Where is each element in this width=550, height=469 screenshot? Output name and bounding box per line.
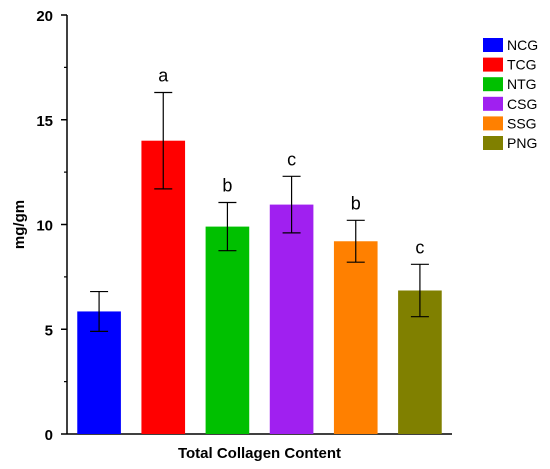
y-tick-label: 10 [36,218,53,235]
legend-swatch-ncg [483,38,503,52]
bar-csg [269,204,314,434]
legend-label-tcg: TCG [507,57,537,73]
y-tick-label: 20 [36,8,53,25]
y-axis-label: mg/gm [11,200,28,249]
legend-swatch-ssg [483,116,503,131]
legend-label-ncg: NCG [507,37,538,53]
bar-tcg [141,140,186,434]
bar-ssg [333,241,378,434]
significance-label: b [351,193,361,213]
significance-label: b [222,176,232,196]
legend-swatch-tcg [483,57,503,72]
legend-label-ssg: SSG [507,115,537,131]
y-ticks: 0 5 10 15 20 [36,8,67,444]
y-tick-label: 5 [45,322,53,339]
bars: a b c b c [77,66,442,434]
legend-label-png: PNG [507,135,537,151]
y-tick-label: 15 [36,113,53,130]
legend-swatch-ntg [483,77,503,92]
legend: NCG TCG NTG CSG SSG PNG [483,37,538,151]
axes [66,15,452,435]
x-axis-label: Total Collagen Content [178,445,341,462]
legend-swatch-csg [483,96,503,111]
y-tick-label: 0 [45,427,53,444]
legend-label-ntg: NTG [507,76,537,92]
significance-label: a [158,66,169,86]
significance-label: c [415,237,424,257]
significance-label: c [287,149,296,169]
bar-ntg [205,226,250,434]
legend-label-csg: CSG [507,96,537,112]
legend-swatch-png [483,136,503,150]
